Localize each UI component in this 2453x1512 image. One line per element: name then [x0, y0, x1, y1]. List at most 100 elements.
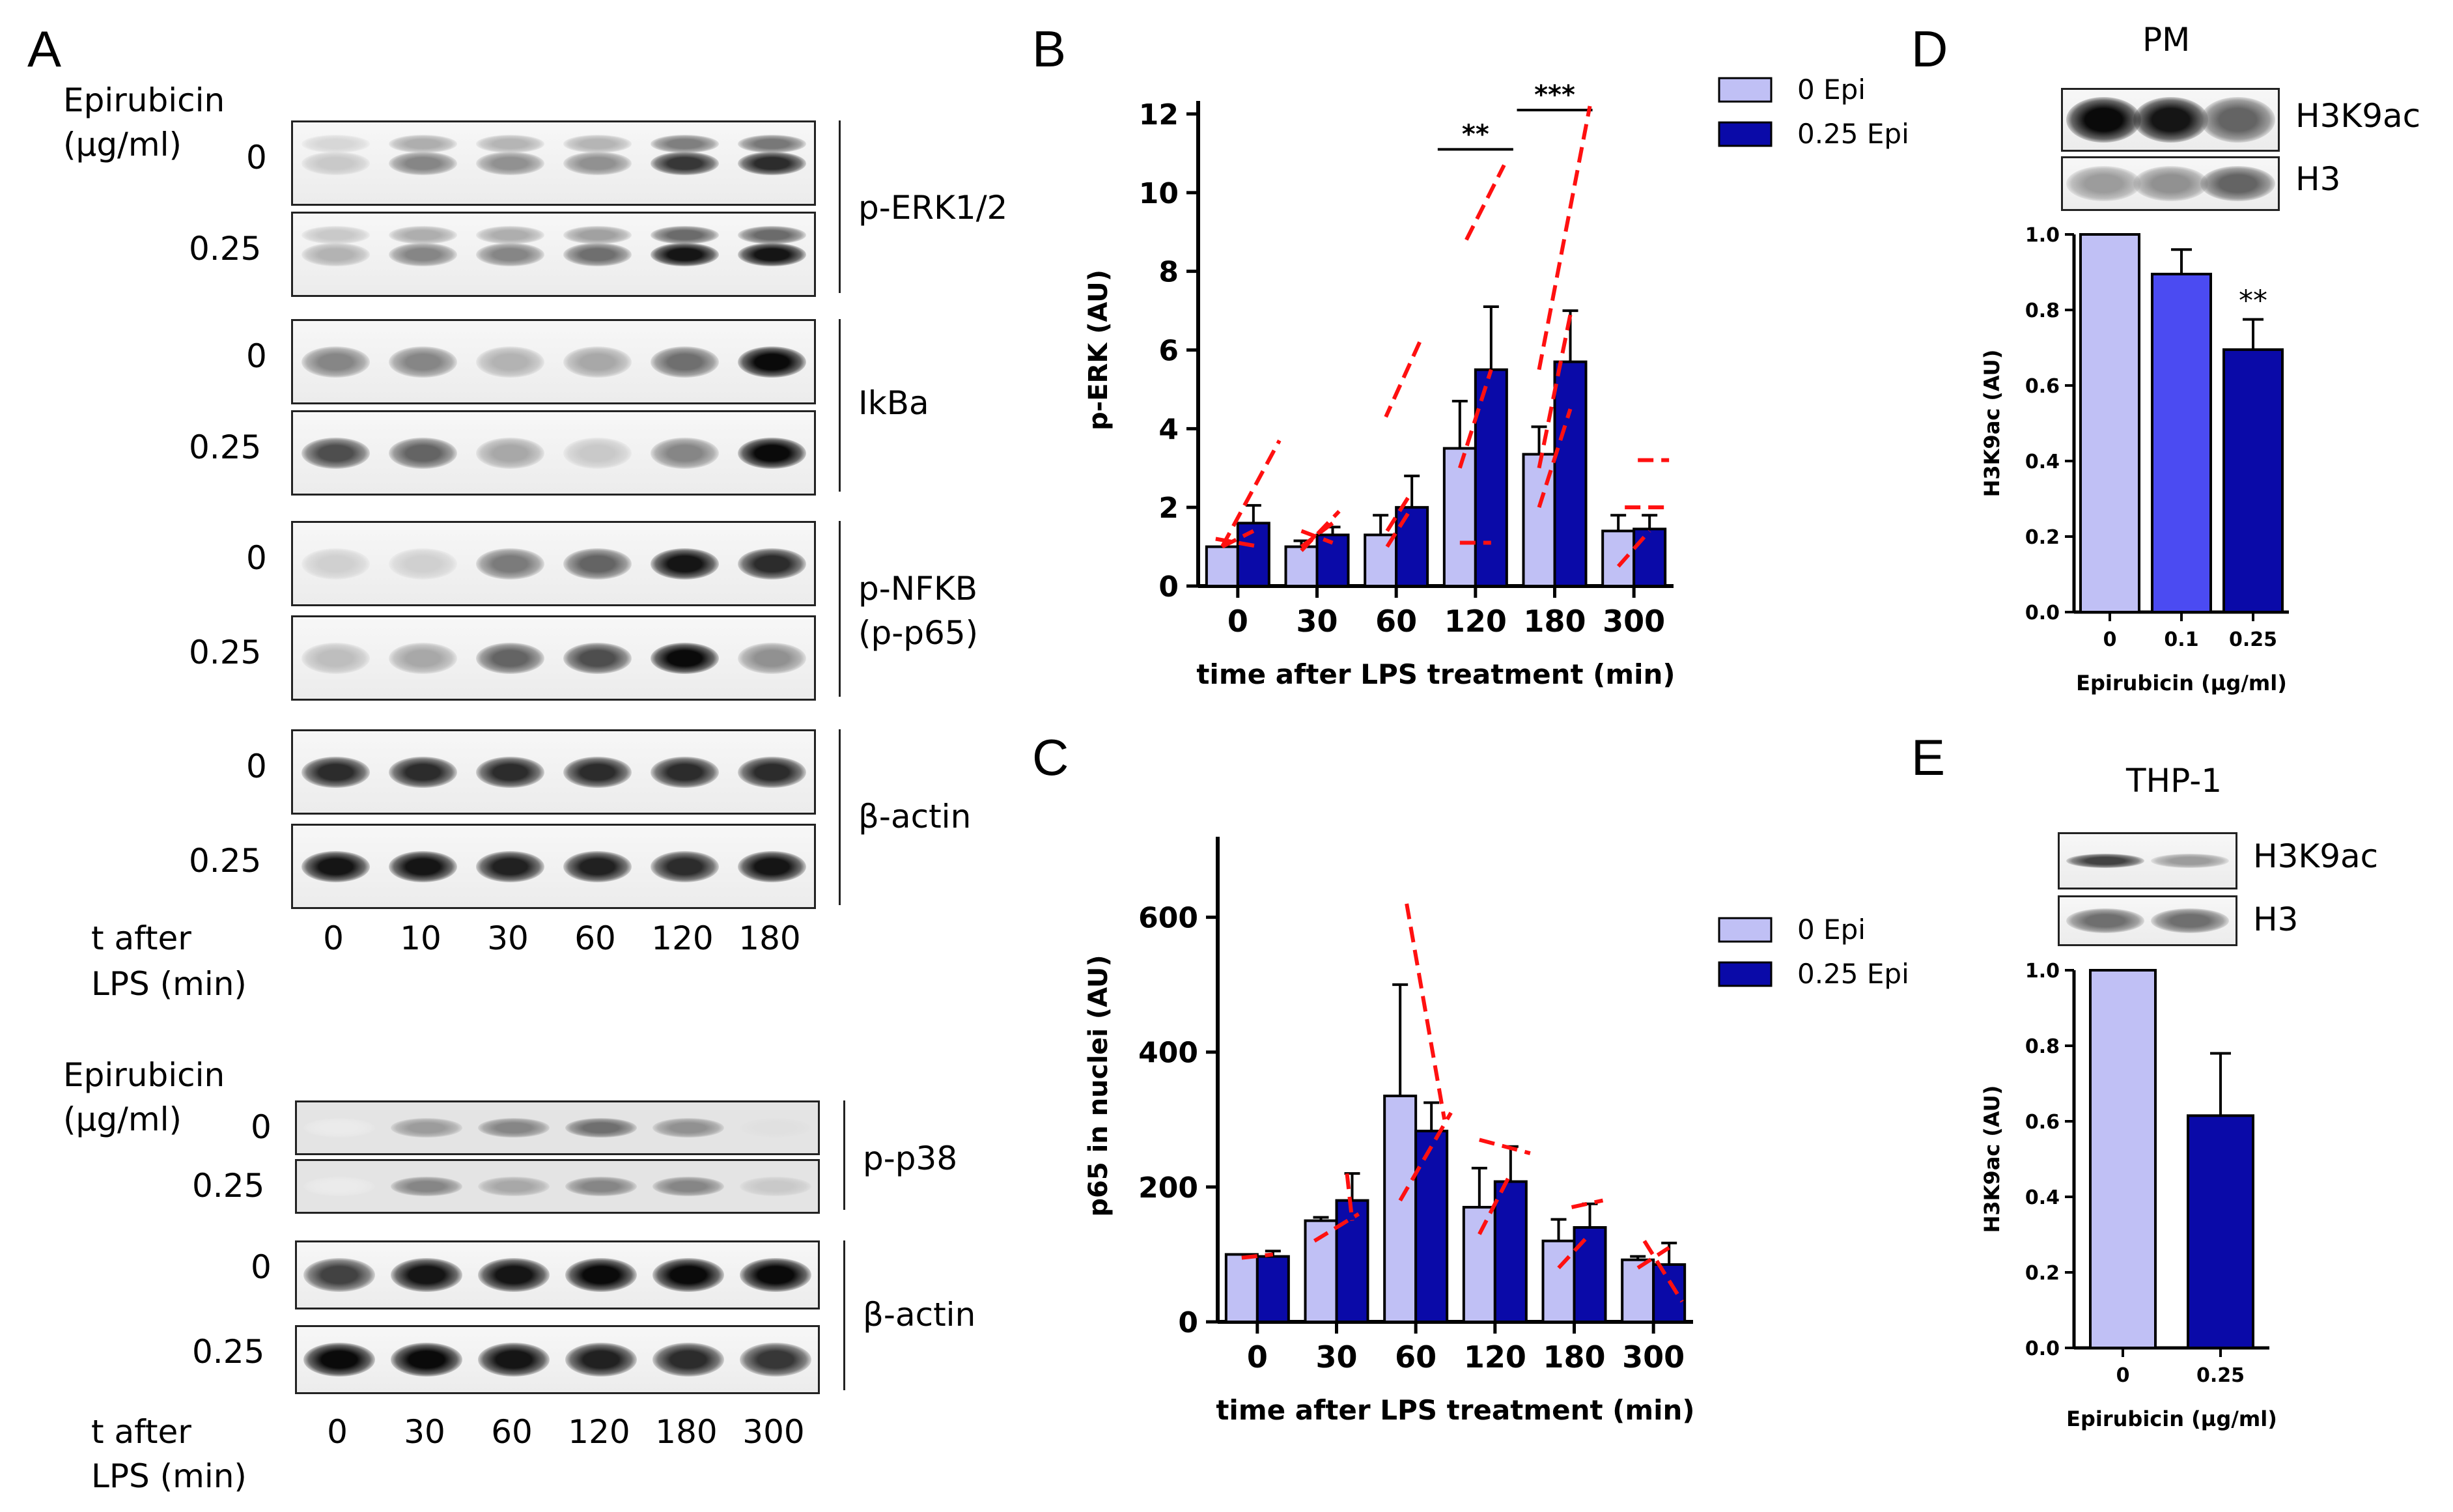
y-tick-label: 1.0 — [2025, 224, 2060, 247]
legend-swatch — [1718, 961, 1773, 987]
western-blot-band — [303, 1118, 375, 1138]
x-axis-label: Epirubicin (µg/ml) — [2066, 1407, 2277, 1431]
western-blot-band — [563, 134, 632, 153]
western-blot-band — [301, 437, 370, 469]
y-tick-label: 0.2 — [2025, 1262, 2060, 1285]
y-tick-label: 1.0 — [2025, 960, 2060, 983]
protein-label: H3K9ac — [2253, 837, 2379, 875]
y-tick-label: 0.2 — [2025, 526, 2060, 549]
treatment-title: Epirubicin — [63, 81, 225, 119]
dose-label: 0 — [246, 748, 267, 785]
western-blot-band — [737, 548, 806, 580]
protein-label: H3 — [2295, 160, 2341, 198]
western-blot-band — [563, 642, 632, 674]
western-blot-band — [650, 225, 719, 244]
western-blot-band — [650, 346, 719, 378]
western-blot-band — [565, 1343, 637, 1377]
timepoint-label: 180 — [738, 919, 801, 957]
significance-mark: *** — [1534, 80, 1575, 110]
dose-label: 0.25 — [189, 842, 262, 880]
timepoint-label: 0 — [323, 919, 344, 957]
bar — [2187, 1114, 2254, 1350]
dose-label: 0.25 — [189, 428, 262, 466]
bar — [1633, 527, 1667, 587]
y-axis-label: H3K9ac (AU) — [1980, 1085, 2004, 1233]
western-blot-band — [650, 548, 719, 580]
bar — [1493, 1180, 1528, 1323]
western-blot-band — [301, 756, 370, 788]
western-blot-band — [650, 134, 719, 153]
western-blot-band — [2151, 854, 2229, 868]
legend-swatch — [1718, 917, 1773, 943]
western-blot-strip — [291, 410, 816, 496]
replicate-trace — [1636, 1246, 1670, 1270]
western-blot-band — [2066, 908, 2144, 933]
y-tick-label: 0.6 — [2025, 375, 2060, 398]
significance-mark: ** — [2239, 285, 2267, 318]
western-blot-band — [475, 151, 544, 175]
western-blot-band — [391, 1258, 462, 1292]
replicate-trace — [1537, 408, 1573, 509]
replicate-trace — [1478, 1172, 1513, 1235]
western-blot-band — [301, 548, 370, 580]
y-tick-label: 0 — [1178, 1306, 1198, 1339]
dose-label: 0.25 — [192, 1333, 265, 1371]
timepoint-label: 0 — [327, 1413, 348, 1451]
western-blot-band — [478, 1258, 550, 1292]
western-blot-strip — [2058, 895, 2237, 946]
western-blot-band — [2133, 97, 2208, 143]
western-blot-band — [565, 1118, 637, 1138]
western-blot-band — [388, 346, 457, 378]
western-blot-band — [388, 756, 457, 788]
western-blot-band — [652, 1258, 724, 1292]
western-blot-band — [737, 134, 806, 153]
panel-label-d: D — [1911, 20, 1948, 77]
protein-label: IkBa — [858, 384, 929, 422]
significance-mark: ** — [1462, 119, 1489, 149]
protein-label: p-NFKB — [858, 570, 978, 608]
western-blot-band — [388, 548, 457, 580]
protein-label: p-ERK1/2 — [858, 189, 1008, 227]
panel-label-e: E — [1911, 729, 1946, 786]
chart-e: 0.0 0.2 0.4 0.6 0.8 1.0 H3K9ac (AU) Epirubicin … — [1980, 960, 2277, 1431]
bar — [1383, 1095, 1418, 1323]
western-blot-band — [475, 642, 544, 674]
replicate-trace — [1537, 314, 1573, 469]
bar — [1553, 360, 1588, 587]
western-blot-band — [301, 346, 370, 378]
western-blot-band — [563, 151, 632, 175]
western-blot-band — [737, 850, 806, 882]
y-tick-label: 10 — [1139, 177, 1179, 210]
legend-swatch — [1718, 121, 1773, 147]
western-blot-strip — [295, 1159, 820, 1214]
western-blot-band — [740, 1258, 811, 1292]
bar — [2222, 348, 2284, 613]
western-blot-band — [650, 437, 719, 469]
replicate-trace — [1300, 521, 1334, 548]
bar — [1442, 447, 1477, 588]
western-blot-band — [737, 225, 806, 244]
western-blot-band — [737, 642, 806, 674]
western-blot-band — [740, 1177, 811, 1196]
y-tick-label: 200 — [1138, 1171, 1198, 1205]
western-blot-band — [737, 756, 806, 788]
bar — [1284, 545, 1319, 587]
y-tick-label: 12 — [1139, 98, 1179, 132]
y-tick-label: 0 — [1158, 570, 1179, 604]
timepoint-label: 30 — [487, 919, 529, 957]
western-blot-band — [650, 242, 719, 266]
western-blot-strip — [291, 521, 816, 606]
replicate-trace — [1220, 440, 1282, 548]
western-blot-strip — [2061, 88, 2280, 152]
x-tick-label: 0 — [1227, 604, 1248, 639]
y-tick-label: 2 — [1158, 492, 1179, 525]
replicate-trace — [1642, 1240, 1684, 1303]
protein-label: β-actin — [863, 1296, 976, 1334]
panel-label-a: A — [27, 20, 62, 77]
replicate-trace — [1537, 105, 1592, 371]
western-blot-band — [301, 134, 370, 153]
time-title-top: t after — [91, 919, 191, 957]
x-tick-label: 0.25 — [2196, 1364, 2245, 1387]
western-blot-band — [737, 242, 806, 266]
